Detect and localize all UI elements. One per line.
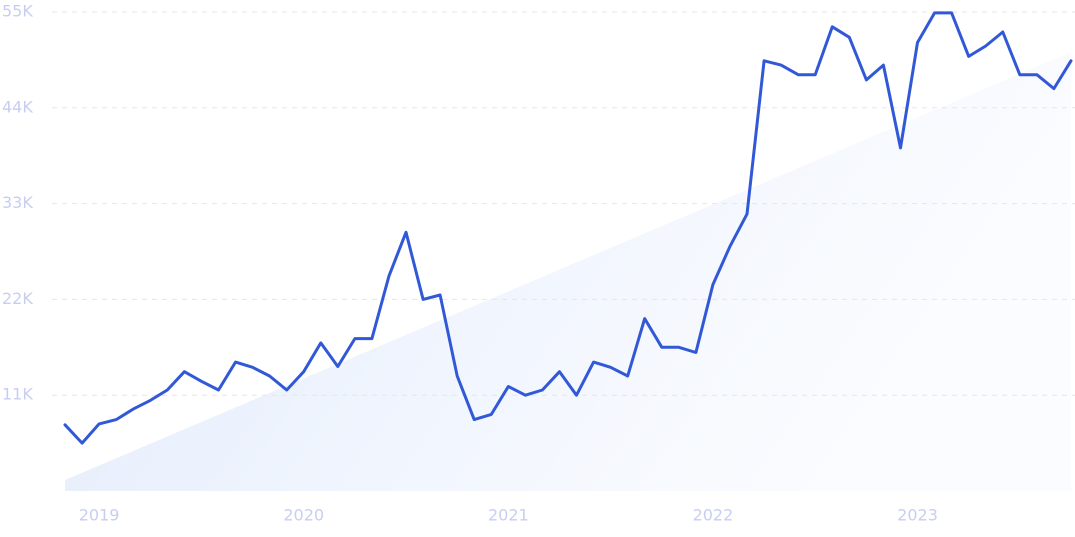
trend-area: [65, 52, 1071, 491]
x-tick-label: 2023: [897, 506, 938, 525]
x-tick-label: 2020: [283, 506, 324, 525]
x-tick-label: 2022: [693, 506, 734, 525]
x-tick-label: 2019: [79, 506, 120, 525]
y-tick-label: 55K: [2, 2, 33, 21]
x-tick-label: 2021: [488, 506, 529, 525]
y-tick-label: 44K: [2, 97, 33, 116]
y-tick-label: 22K: [2, 289, 33, 308]
line: [63, 11, 1073, 445]
y-tick-label: 33K: [2, 193, 33, 212]
y-tick-label: 11K: [2, 385, 33, 404]
